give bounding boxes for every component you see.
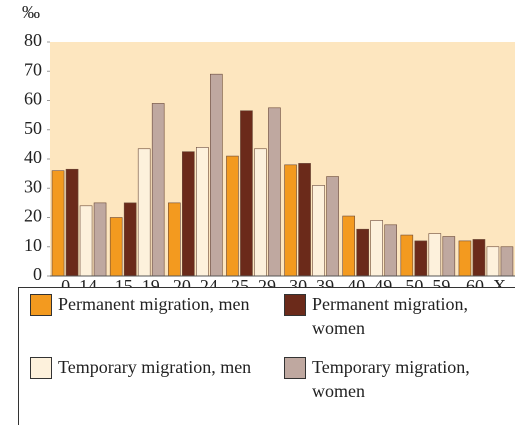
legend: Permanent migration, men Permanent migrat… [18,287,515,425]
y-tick-label: 40 [24,147,42,167]
x-tick-label: 25–29 [231,276,276,287]
bar [486,246,500,277]
x-tick-label: 0–14 [61,276,97,287]
bar [472,239,486,277]
bar [79,205,93,277]
y-tick-label: 80 [24,30,42,50]
legend-label: Temporary migration, men [58,357,252,377]
bar [93,202,107,277]
legend-item: Permanent migration, men [30,292,263,316]
y-tick-label: 30 [24,176,42,196]
legend-label: Temporary migration, women [312,357,470,401]
bar [151,103,165,277]
bar [370,220,383,277]
bar [123,202,137,277]
bar [137,148,151,277]
legend-item: Permanent migration, women [284,292,515,340]
x-tick-label: 60–X [466,276,506,287]
y-tick-label: 10 [24,235,42,255]
bar [109,217,123,277]
x-tick-label: 40–49 [347,276,392,287]
bar [442,236,456,277]
bar [298,163,311,277]
y-axis-label: ‰ [22,2,40,22]
x-tick-label: 30–39 [289,276,334,287]
legend-swatch [284,357,306,379]
legend-swatch [284,294,306,316]
bar [226,155,239,277]
bar [312,185,325,277]
bar [196,147,209,277]
bar [268,107,281,277]
bar [240,110,253,277]
x-tick-label: 15–19 [115,276,160,287]
legend-item: Temporary migration, women [284,355,515,403]
bar [356,228,369,277]
y-tick-label: 70 [24,59,42,79]
x-tick-label: 20–24 [173,276,218,287]
bar [168,202,181,277]
bar [458,240,472,277]
y-tick-label: 60 [24,89,42,109]
chart: ‰ 0 10 20 30 40 50 60 70 80 0–14 15–19 20–24 25–29 30… [22,2,515,287]
bar [65,168,79,277]
bar [51,170,65,277]
legend-swatch [30,357,52,379]
y-tick-label: 50 [24,118,42,138]
bar [210,73,223,277]
bar [284,164,297,277]
bar [342,215,355,277]
bar [500,246,514,277]
legend-label: Permanent migration, women [312,294,468,338]
bar [254,148,267,277]
bar [384,224,397,277]
legend-swatch [30,294,52,316]
bar [182,151,195,277]
y-tick-label: 20 [24,206,42,226]
y-tick-label: 0 [33,264,42,284]
bar [428,233,442,277]
bar [326,176,339,277]
bar [414,240,428,277]
legend-label: Permanent migration, men [58,294,250,314]
bar [400,234,414,277]
legend-item: Temporary migration, men [30,355,263,379]
x-tick-label: 50–59 [405,276,450,287]
